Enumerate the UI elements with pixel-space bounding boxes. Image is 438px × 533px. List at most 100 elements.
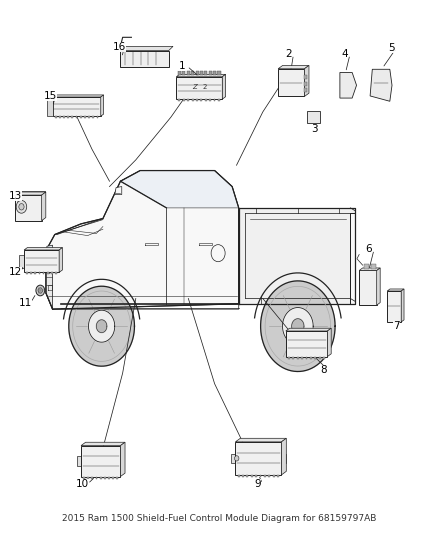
Bar	[255, 475, 257, 477]
Bar	[187, 71, 190, 75]
Text: 6: 6	[365, 245, 372, 254]
Bar	[35, 272, 36, 274]
Bar	[59, 116, 61, 118]
Polygon shape	[120, 171, 239, 208]
Bar	[104, 477, 106, 479]
Polygon shape	[42, 192, 46, 221]
Bar	[293, 357, 294, 359]
Bar	[200, 71, 203, 75]
Polygon shape	[88, 310, 115, 342]
Text: 8: 8	[320, 366, 327, 375]
Polygon shape	[359, 268, 380, 271]
Polygon shape	[69, 286, 134, 366]
Bar	[51, 272, 53, 274]
Bar	[117, 477, 118, 479]
Bar	[12, 191, 45, 195]
Text: 13: 13	[9, 191, 22, 200]
Bar	[236, 442, 281, 475]
Bar	[95, 477, 97, 479]
Bar	[214, 99, 215, 101]
Text: 9: 9	[254, 479, 261, 489]
Bar	[63, 116, 65, 118]
Circle shape	[235, 456, 239, 461]
Polygon shape	[96, 320, 107, 333]
Polygon shape	[46, 251, 53, 309]
Polygon shape	[304, 66, 309, 96]
Bar	[53, 97, 101, 116]
Polygon shape	[283, 308, 313, 345]
Bar	[15, 195, 42, 221]
Bar	[179, 99, 180, 101]
Bar	[301, 357, 303, 359]
Polygon shape	[239, 208, 355, 304]
Text: 1: 1	[178, 61, 185, 71]
Polygon shape	[292, 319, 304, 334]
Polygon shape	[377, 268, 380, 305]
Polygon shape	[115, 187, 122, 195]
Polygon shape	[15, 192, 46, 195]
Polygon shape	[24, 247, 63, 250]
Polygon shape	[101, 95, 103, 116]
Polygon shape	[46, 171, 239, 309]
Bar	[183, 71, 186, 75]
Polygon shape	[53, 95, 103, 97]
Bar	[304, 75, 307, 79]
Bar	[310, 357, 312, 359]
Polygon shape	[281, 438, 286, 475]
Bar	[231, 454, 237, 463]
Bar	[76, 116, 78, 118]
Polygon shape	[387, 289, 404, 291]
Bar	[286, 331, 327, 357]
Bar	[192, 99, 194, 101]
Bar	[120, 51, 169, 67]
Bar	[204, 71, 208, 75]
Polygon shape	[81, 442, 125, 446]
Bar	[237, 475, 240, 477]
Text: 10: 10	[76, 479, 89, 489]
Text: 3: 3	[311, 124, 318, 134]
Bar	[371, 264, 376, 269]
Bar	[288, 357, 290, 359]
Polygon shape	[59, 247, 63, 272]
Text: 4: 4	[341, 50, 348, 59]
Bar	[67, 116, 69, 118]
Bar	[47, 272, 49, 274]
Bar	[55, 116, 57, 118]
Polygon shape	[401, 289, 404, 322]
Bar	[71, 116, 73, 118]
Bar	[196, 99, 198, 101]
Polygon shape	[286, 328, 331, 331]
Bar	[183, 99, 185, 101]
Bar	[277, 475, 279, 477]
Bar	[201, 99, 202, 101]
Bar	[359, 271, 377, 305]
Bar	[319, 357, 321, 359]
Bar	[88, 116, 90, 118]
Text: 7: 7	[393, 321, 400, 331]
Bar	[87, 477, 89, 479]
Bar	[30, 272, 32, 274]
Bar	[209, 71, 212, 75]
Bar	[24, 250, 59, 272]
Bar	[246, 475, 248, 477]
Text: 2015 Ram 1500 Shield-Fuel Control Module Diagram for 68159797AB: 2015 Ram 1500 Shield-Fuel Control Module…	[62, 514, 376, 523]
Bar	[304, 82, 307, 86]
Bar	[280, 454, 286, 463]
Bar	[259, 475, 261, 477]
Text: Z: Z	[193, 84, 197, 90]
Bar	[26, 272, 28, 274]
Bar	[176, 77, 223, 99]
Polygon shape	[176, 74, 226, 77]
Bar	[297, 357, 299, 359]
Text: 2: 2	[285, 50, 292, 59]
Text: 12: 12	[9, 267, 22, 277]
Bar	[92, 477, 93, 479]
Polygon shape	[120, 442, 125, 477]
Polygon shape	[370, 69, 392, 101]
Bar	[84, 116, 86, 118]
Polygon shape	[278, 66, 309, 69]
Polygon shape	[340, 72, 357, 98]
Bar	[19, 255, 24, 268]
Text: 2: 2	[202, 84, 207, 90]
Bar	[217, 71, 221, 75]
